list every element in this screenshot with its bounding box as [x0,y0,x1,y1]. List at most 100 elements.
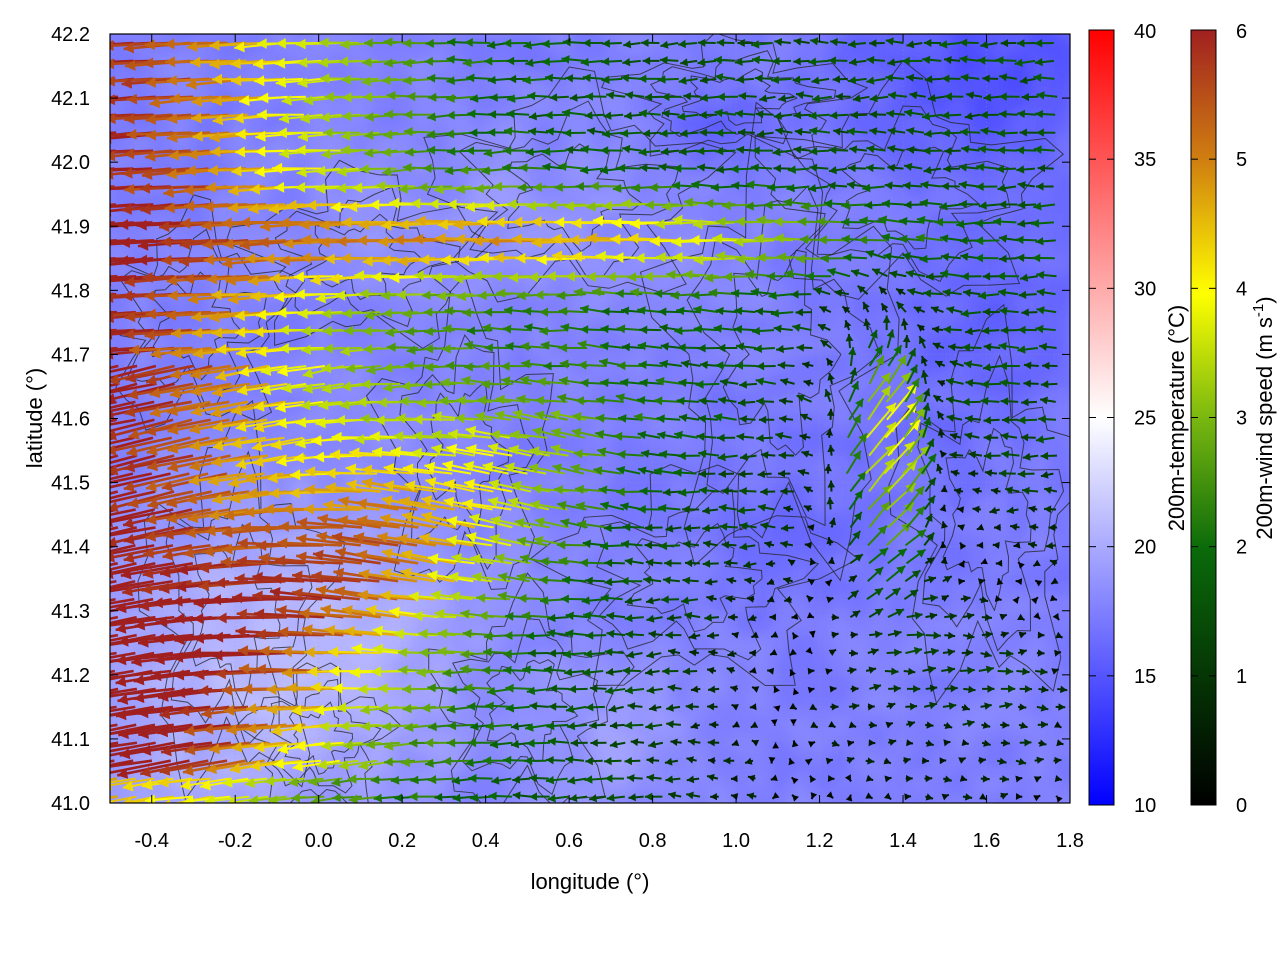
temperature-cell [930,814,951,835]
temperature-cell [670,194,691,215]
temperature-cell [870,314,891,335]
temperature-cell [510,34,531,55]
temperature-cell [650,794,671,803]
temperature-cell [770,454,791,475]
temperature-cell [810,74,831,95]
temperature-cell [510,814,531,835]
temperature-cell [110,514,111,535]
temperature-cell [410,694,431,715]
wind-arrow-head [110,755,111,761]
temperature-cell [610,234,631,255]
temperature-cell [1070,554,1091,575]
temperature-cell [1070,514,1091,535]
temperature-cell [770,734,791,755]
temperature-cell [650,494,671,515]
temperature-cell [990,154,1011,175]
wind-arrow-head [43,521,54,532]
temperature-cell [110,434,111,455]
temperature-cell [770,374,791,395]
wind-arrow-head [82,328,92,339]
temperature-cell [810,154,831,175]
temperature-cell [770,394,791,415]
temperature-cell [110,594,111,615]
temperature-cell [450,34,471,35]
temperature-cell [110,114,111,135]
temperature-cell [570,574,591,595]
temperature-cell [810,34,831,55]
temperature-cell [1030,794,1051,803]
temperature-cell [950,494,971,515]
temperature-cell [830,534,851,555]
temperature-cell [670,614,691,635]
temperature-cell [550,554,571,575]
temperature-cell [410,34,431,35]
temperature-cell [710,754,731,775]
temperature-cell [150,174,171,195]
temperature-cell [650,334,671,355]
temperature-cell [410,274,431,295]
wind-arrow-head [81,448,92,459]
temperature-cell [1050,154,1070,175]
temperature-cell [370,334,391,355]
temperature-cell [1050,754,1070,775]
temperature-cell [910,754,931,775]
temperature-cell [790,214,811,235]
wind-arrow-head [97,640,108,651]
temperature-cell [330,814,351,835]
temperature-cell [1070,34,1091,55]
temperature-cell [990,174,1011,195]
temperature-cell [130,294,151,315]
temperature-cell [570,34,591,55]
temperature-cell [990,674,1011,695]
temperature-cell [610,34,631,55]
temperature-cell [630,54,651,75]
temperature-cell [370,294,391,315]
temperature-cell [910,214,931,235]
wind-arrow-head [80,642,91,653]
temperature-cell [390,774,411,795]
temperature-cell [850,734,871,755]
temperature-cell [250,74,271,95]
temperature-cell [810,514,831,535]
temperature-cell [990,734,1011,755]
temperature-cell [1050,554,1070,575]
wind-arrow-head [75,765,86,776]
wind-arrow-head [60,627,71,638]
temperature-cell [110,654,111,675]
temperature-cell [590,554,611,575]
temperature-cell [330,34,351,35]
wind-arrow-head [85,430,96,441]
temperature-cell [770,754,791,775]
temperature-cell [270,794,291,803]
temperature-cell [1070,54,1091,75]
temperature-cell [110,274,111,295]
wind-arrow [110,651,117,656]
temperature-cell [1070,614,1091,635]
temperature-cell [330,774,351,795]
temperature-cell [670,794,691,803]
temperature-cell [130,794,151,803]
temperature-cell [990,594,1011,615]
temperature-cell [630,594,651,615]
temperature-cell [970,234,991,255]
temperature-cell [610,54,631,75]
temperature-cell [390,54,411,75]
temperature-cell [690,694,711,715]
temperature-cell [650,634,671,655]
wind-arrow [110,777,118,781]
wind-arrow-head [110,312,114,324]
temperature-cell [750,494,771,515]
wind-arrow-head [83,780,94,791]
temperature-cell [670,274,691,295]
temperature-cell [930,154,951,175]
temperature-cell [630,654,651,675]
temperature-cell [130,34,151,35]
temperature-cell [590,514,611,535]
wind-arrow [110,328,117,332]
temperature-cell [870,34,891,35]
wind-arrow [110,759,115,763]
temperature-cell [470,394,491,415]
temperature-cell [1070,74,1091,95]
wind-arrow-head [39,607,50,618]
